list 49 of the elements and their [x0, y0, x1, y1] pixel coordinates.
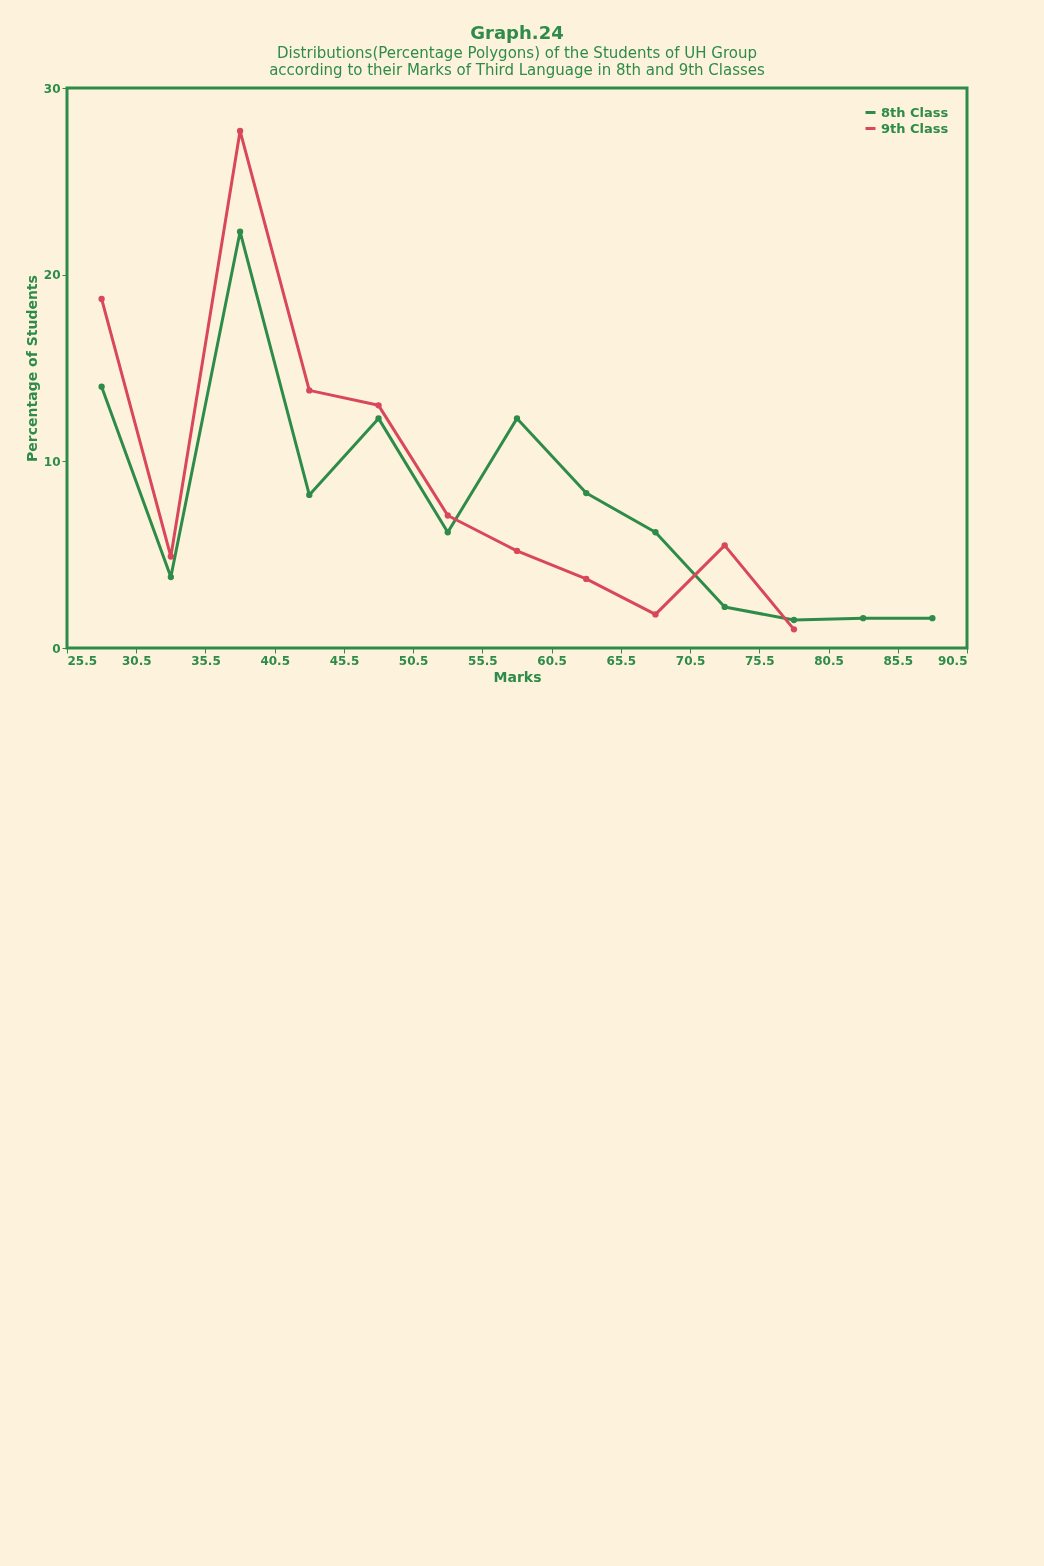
- point: [375, 415, 382, 422]
- x-tick-label: 30.5: [121, 653, 152, 668]
- point: [513, 415, 521, 422]
- point: [306, 387, 313, 394]
- point: [444, 529, 451, 536]
- y-tick-label: 0: [52, 641, 61, 656]
- point: [236, 127, 244, 135]
- x-tick-label: 55.5: [468, 653, 498, 668]
- point: [859, 614, 867, 622]
- x-tick-label: 50.5: [398, 653, 429, 668]
- x-tick-label: 60.5: [537, 653, 567, 668]
- y-tick-label: 30: [43, 81, 61, 96]
- x-tick-label: 80.5: [814, 653, 844, 668]
- point: [98, 295, 105, 303]
- point: [721, 542, 728, 549]
- x-tick-label: 25.5: [67, 653, 98, 668]
- point: [652, 611, 659, 618]
- point: [583, 575, 590, 583]
- x-tick-label: 40.5: [260, 653, 290, 668]
- point: [375, 402, 382, 409]
- point: [167, 573, 175, 581]
- legend-label: 9th Class: [881, 120, 949, 136]
- point: [790, 616, 798, 624]
- text: according to their Marks of Third Language in 8th and 9th Classes: [269, 61, 765, 79]
- x-tick-label: 85.5: [883, 653, 914, 668]
- point: [513, 547, 521, 555]
- point: [583, 489, 590, 497]
- y-tick-label: 20: [43, 268, 61, 283]
- x-tick-label: 45.5: [329, 653, 360, 668]
- point: [721, 603, 728, 611]
- point: [98, 383, 105, 390]
- x-tick-label: 35.5: [191, 653, 221, 668]
- y-axis-title: Percentage of Students: [23, 275, 40, 462]
- x-tick-label: 75.5: [745, 653, 775, 668]
- legend-label: 8th Class: [881, 104, 949, 120]
- x-tick-label: 70.5: [675, 653, 706, 668]
- point: [652, 529, 659, 536]
- y-tick-label: 10: [43, 454, 61, 469]
- point: [236, 228, 244, 235]
- point: [790, 626, 798, 633]
- x-tick-label: 65.5: [606, 653, 637, 668]
- point: [929, 614, 936, 622]
- point: [444, 512, 451, 519]
- point: [167, 553, 175, 560]
- point: [306, 491, 313, 499]
- chart-title: Graph.24: [470, 22, 564, 43]
- x-axis-title: Marks: [493, 668, 542, 685]
- text: Distributions(Percentage Polygons) of the Students of UH Group: [277, 44, 757, 62]
- x-tick-label: 90.5: [937, 653, 968, 668]
